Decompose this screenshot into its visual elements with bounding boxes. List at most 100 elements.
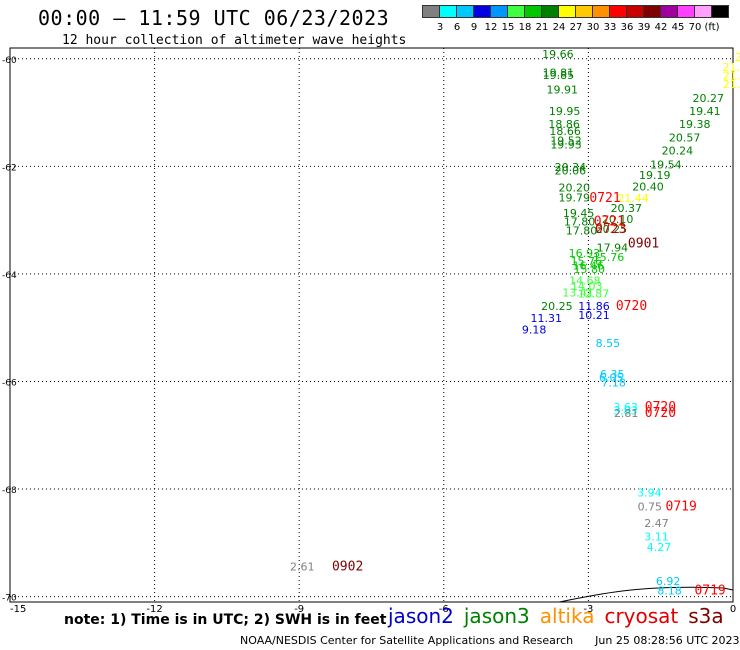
swh-value: 21.6 [723, 78, 740, 91]
swh-value: 20.20 [559, 182, 591, 195]
swh-value: 19.41 [689, 105, 721, 118]
swh-value: 15.76 [593, 251, 625, 264]
swh-value: 21.8 [723, 70, 740, 83]
colorbar-label: 12 [484, 22, 498, 33]
swh-value: 19.52 [550, 134, 582, 147]
colorbar-label: 42 [654, 22, 668, 33]
swh-value: 20.06 [555, 164, 587, 177]
legend-cryosat: cryosat [604, 604, 679, 628]
swh-value: 20.34 [555, 161, 587, 174]
swh-value: 2.81 [614, 407, 639, 420]
legend-jason2: jason2 [388, 604, 454, 628]
legend-jason3: jason3 [463, 604, 530, 628]
colorbar-label: 30 [586, 22, 600, 33]
credit-org: NOAA/NESDIS Center for Satellite Applica… [240, 634, 574, 647]
pass-time-label: 0901 [628, 237, 659, 252]
swh-value: 20.37 [611, 202, 643, 215]
pass-time-label: 0902 [332, 559, 363, 574]
swh-value: 20.24 [662, 144, 694, 157]
swh-value: 19.66 [542, 48, 574, 61]
swh-value: 6.92 [656, 575, 681, 588]
swh-value: 20.40 [632, 181, 664, 194]
lat-tick-label: -60 [2, 56, 17, 66]
swh-value: 20.10 [602, 213, 634, 226]
swh-value: 3.11 [644, 531, 669, 544]
swh-value: 15.80 [573, 263, 605, 276]
pass-time-label: 0723 [595, 222, 626, 237]
swh-value: 8.18 [657, 584, 682, 597]
map-title: 00:00 – 11:59 UTC 06/23/2023 [38, 6, 390, 30]
swh-value: 9.18 [522, 324, 547, 337]
swh-value: 21.44 [617, 192, 649, 205]
colorbar-label: 3 [436, 22, 444, 33]
lat-tick-label: -70 [2, 594, 17, 604]
swh-value: 20.25 [596, 223, 628, 236]
lat-tick-label: -62 [2, 163, 17, 173]
legend-s3a: s3a [688, 604, 724, 628]
swh-value: 17.94 [597, 241, 629, 254]
swh-value: 11.31 [531, 312, 563, 325]
swh-value: 19.79 [559, 191, 591, 204]
swh-value: 4.27 [647, 541, 672, 554]
pass-time-label: 0721 [594, 214, 625, 229]
swh-value: 18.86 [548, 118, 580, 131]
colorbar-label: 70 [688, 22, 702, 33]
swh-value: 16.46 [572, 260, 604, 273]
swh-value: 19.19 [639, 169, 671, 182]
lon-tick-label: -15 [10, 604, 26, 615]
pass-time-label: 0720 [645, 400, 676, 415]
colorbar-label: 21 [535, 22, 549, 33]
lon-tick-label: -9 [294, 604, 304, 615]
colorbar-label: 9 [470, 22, 478, 33]
pass-time-label: 0720 [616, 299, 647, 314]
swh-value: 14.03 [571, 280, 603, 293]
colorbar-label: (ft) [704, 22, 720, 33]
lat-tick-label: -68 [2, 486, 17, 496]
swh-value: 2.61 [290, 560, 315, 573]
colorbar-label: 36 [620, 22, 634, 33]
lon-tick-label: -6 [439, 604, 449, 615]
colorbar-label: 24 [552, 22, 566, 33]
map-subtitle: 12 hour collection of altimeter wave hei… [62, 33, 407, 48]
units-note: note: 1) Time is in UTC; 2) SWH is in fe… [64, 612, 387, 628]
swh-value: 17.80 [566, 225, 598, 238]
pass-time-label: 0719 [666, 500, 697, 515]
colorbar-label: 6 [453, 22, 461, 33]
swh-value: 21.1 [735, 51, 740, 64]
swh-value: 2.47 [644, 517, 669, 530]
swh-value: 6.05 [599, 371, 624, 384]
swh-value: 20.27 [693, 92, 725, 105]
swh-value: 13.41 [562, 286, 594, 299]
colorbar-label: 45 [671, 22, 685, 33]
swh-value: 14.68 [569, 275, 601, 288]
swh-value: 16.93 [569, 247, 601, 260]
swh-value: 18.66 [549, 125, 581, 138]
pass-time-label: 0721 [589, 191, 620, 206]
swh-value: 8.55 [596, 337, 621, 350]
swh-value: 3.63 [613, 401, 638, 414]
swh-value: 12.87 [578, 288, 610, 301]
legend-altika: altika [539, 604, 595, 628]
lat-tick-label: -64 [2, 271, 17, 281]
lon-tick-label: 0 [730, 604, 736, 615]
lat-tick-label: -66 [2, 378, 17, 388]
pass-time-label: 0719 [694, 583, 725, 598]
lon-tick-label: -3 [583, 604, 593, 615]
colorbar-label: 18 [518, 22, 532, 33]
swh-value: 10.21 [578, 309, 610, 322]
swh-value: 7.18 [601, 376, 626, 389]
colorbar-label: 15 [501, 22, 515, 33]
map-frame [9, 47, 734, 603]
swh-value: 3.83 [613, 404, 638, 417]
swh-value: 19.38 [679, 118, 711, 131]
swh-value: 0.75 [638, 501, 663, 514]
swh-value: 19.81 [543, 67, 575, 80]
lon-tick-label: -12 [146, 604, 162, 615]
swh-value: 19.45 [563, 207, 595, 220]
colorbar-swatch [711, 5, 729, 18]
swh-value: 20.57 [669, 132, 701, 145]
credit-line: NOAA/NESDIS Center for Satellite Applica… [240, 634, 740, 647]
colorbar-label: 39 [637, 22, 651, 33]
colorbar-label: 27 [569, 22, 583, 33]
